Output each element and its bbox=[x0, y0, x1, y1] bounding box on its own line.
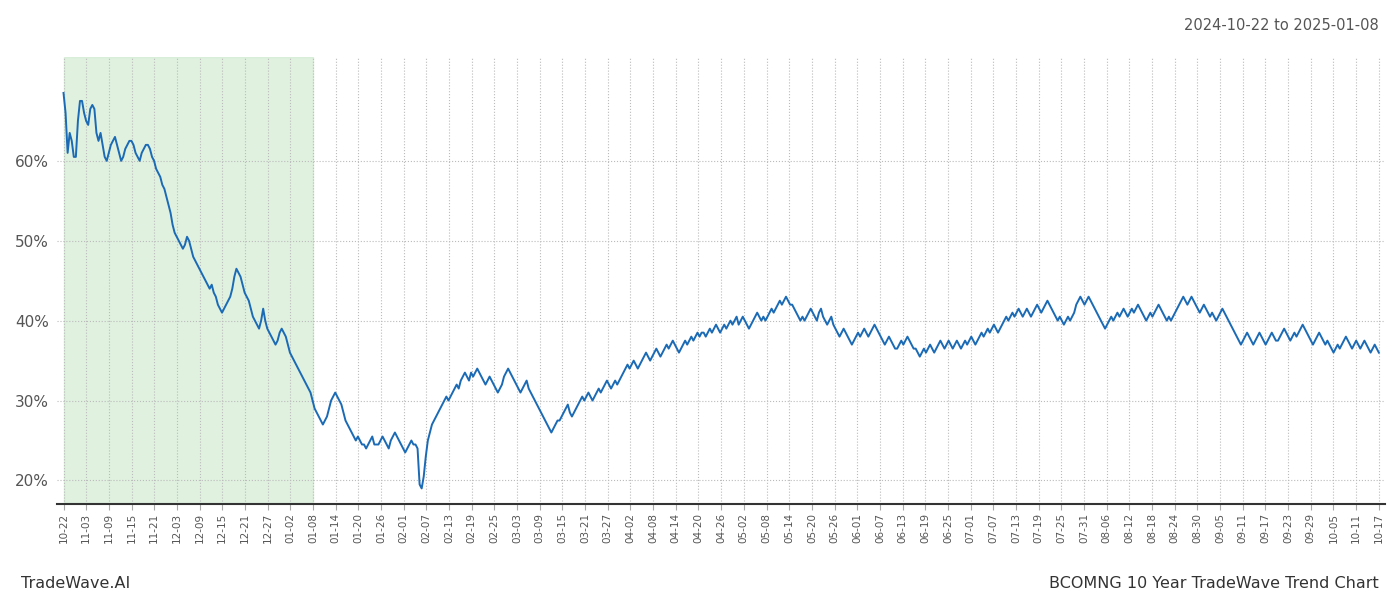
Text: 2024-10-22 to 2025-01-08: 2024-10-22 to 2025-01-08 bbox=[1184, 18, 1379, 33]
Bar bbox=[63, 57, 314, 505]
Text: BCOMNG 10 Year TradeWave Trend Chart: BCOMNG 10 Year TradeWave Trend Chart bbox=[1049, 576, 1379, 591]
Text: TradeWave.AI: TradeWave.AI bbox=[21, 576, 130, 591]
